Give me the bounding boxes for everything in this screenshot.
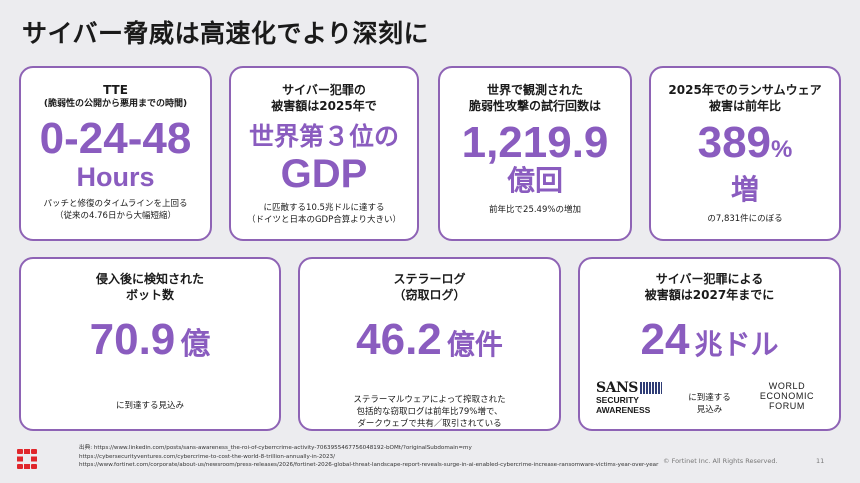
page-number: 11 [816, 457, 825, 465]
bots-value: 70.9 [89, 315, 176, 364]
ransomware-note: の7,831件にのぼる [707, 214, 783, 224]
tte-subheading: (脆弱性の公開から悪用までの時間) [43, 99, 188, 109]
bots-note: に到達する見込み [115, 401, 184, 411]
stealer-logs-card: ステラーログ （窃取ログ） 46.2 億件 ステラーマルウェアによって搾取された… [298, 257, 561, 431]
tte-heading: TTE [103, 83, 128, 97]
bots-heading-line2: ボット数 [125, 288, 174, 302]
damage2027-value: 24 [640, 315, 690, 364]
ransomware-heading-line1: 2025年でのランサムウェア [668, 83, 822, 97]
damage2027-heading-line1: サイバー犯罪による [655, 272, 764, 286]
damage2027-note-line1: に到達する [688, 393, 731, 403]
wef-logo-line3: FORUM [769, 401, 805, 411]
world-economic-forum-logo: WORLD ECONOMIC FORUM [751, 381, 823, 411]
stealer-heading-line1: ステラーログ [393, 272, 466, 286]
sans-logo-word: SANS [596, 380, 638, 396]
gdp-card: サイバー犯罪の 被害額は2025年で 世界第３位の GDP に匹敵する10.5兆… [229, 66, 419, 241]
bots-unit: 億 [180, 328, 211, 361]
sans-security-awareness-logo: SANS SECURITY AWARENESS [596, 381, 662, 419]
wef-logo-line2: ECONOMIC [759, 391, 815, 401]
stealer-heading-line2: （窃取ログ） [393, 288, 466, 302]
wef-logo-line1: WORLD [768, 381, 806, 391]
gdp-note-line2: （ドイツと日本のGDP合算より大きい） [246, 215, 402, 225]
gdp-value-line1: 世界第３位の [248, 123, 399, 151]
tte-note-line1: パッチと修復のタイムラインを上回る [43, 199, 188, 209]
bots-card: 侵入後に検知された ボット数 70.9 億 に到達する見込み [19, 257, 281, 431]
stealer-note-line3: ダークウェブで共有／取引されている [357, 419, 502, 429]
stealer-note-line2: 包括的な窃取ログは前年比79%増で、 [356, 407, 503, 417]
attacks-note: 前年比で25.49%の増加 [489, 205, 581, 215]
fortinet-logo-icon [17, 449, 37, 469]
attacks-heading-line1: 世界で観測された [486, 83, 583, 97]
source-link-1[interactable]: https://www.linkedin.com/posts/sans-awar… [93, 445, 472, 451]
slide-title: サイバー脅威は高速化でより深刻に [22, 19, 430, 48]
tte-card: TTE (脆弱性の公開から悪用までの時間) 0-24-48 Hours パッチと… [19, 66, 212, 241]
gdp-note-line1: に匹敵する10.5兆ドルに達する [263, 203, 385, 213]
bots-heading-line1: 侵入後に検知された [95, 272, 204, 286]
damage2027-unit: 兆ドル [694, 329, 779, 360]
ransomware-heading-line2: 被害は前年比 [708, 99, 781, 113]
damage-2027-card: サイバー犯罪による 被害額は2027年までに 24 兆ドル に到達する 見込み … [578, 257, 841, 431]
ransomware-card: 2025年でのランサムウェア 被害は前年比 389% 増 の7,831件にのぼる [649, 66, 841, 241]
ransomware-percent: % [771, 136, 793, 163]
sans-logo-line1: SECURITY [596, 395, 639, 405]
sans-logo-flag-icon [639, 382, 662, 394]
tte-value: 0-24-48 [39, 114, 192, 163]
attacks-unit: 億回 [506, 165, 563, 196]
source-link-2[interactable]: https://cybersecurityventures.com/cyberc… [79, 453, 335, 460]
copyright: © Fortinet Inc. All Rights Reserved. [663, 457, 778, 465]
stealer-unit: 億件 [446, 329, 503, 360]
stealer-note-line1: ステラーマルウェアによって搾取された [353, 395, 506, 405]
sources: 出典: https://www.linkedin.com/posts/sans-… [79, 444, 658, 470]
damage2027-note-line2: 見込み [696, 405, 723, 415]
tte-note-line2: （従来の4.76日から大幅短縮） [55, 211, 176, 221]
attack-attempts-card: 世界で観測された 脆弱性攻撃の試行回数は 1,219.9 億回 前年比で25.4… [438, 66, 632, 241]
attacks-heading-line2: 脆弱性攻撃の試行回数は [468, 99, 601, 113]
ransomware-value: 389 [697, 118, 772, 167]
ransomware-unit: 増 [730, 174, 759, 205]
gdp-value-line2: GDP [280, 152, 368, 196]
source-link-3[interactable]: https://www.fortinet.com/corporate/about… [79, 462, 659, 468]
sans-logo-line2: AWARENESS [596, 405, 651, 415]
tte-unit: Hours [76, 162, 155, 192]
damage2027-heading-line2: 被害額は2027年までに [644, 288, 775, 302]
gdp-heading-line1: サイバー犯罪の [282, 83, 366, 97]
sources-label: 出典: [79, 445, 93, 451]
attacks-value: 1,219.9 [461, 118, 609, 167]
stealer-value: 46.2 [356, 315, 442, 364]
gdp-heading-line2: 被害額は2025年で [271, 99, 377, 113]
